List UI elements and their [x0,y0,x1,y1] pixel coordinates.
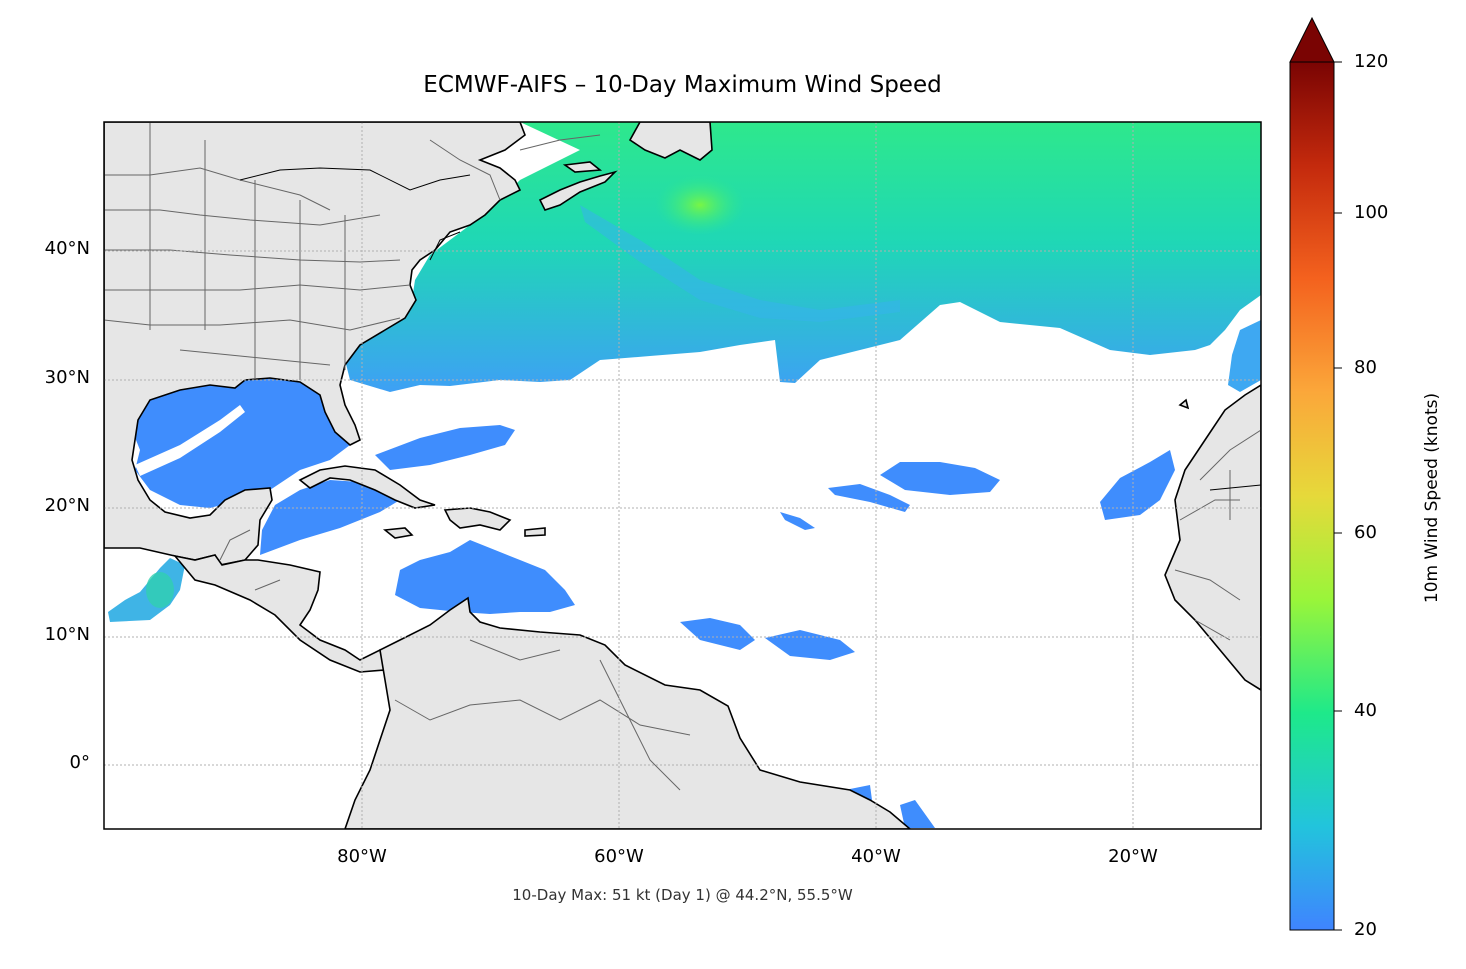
colorbar-label: 10m Wind Speed (knots) [1422,392,1442,604]
newfoundland [628,122,713,161]
gridlines [104,122,1261,829]
lat-label-30n: 30°N [44,367,90,388]
africa [1164,384,1261,691]
max-wind-spot [655,175,745,235]
colorbar-tick-100: 100 [1354,202,1389,223]
lat-label-0: 0° [69,752,90,773]
map-area [104,122,1261,829]
wind-field-patch-7 [845,785,935,828]
wind-field-gulf [132,378,350,508]
colorbar-tick-120: 120 [1354,51,1389,72]
nova-scotia [538,170,618,211]
wind-field-patch-2 [828,484,910,512]
north-america [104,122,526,566]
colorbar-tick-marks [1334,61,1342,931]
state-borders [104,122,1261,791]
lat-label-40n: 40°N [44,238,90,259]
lon-label-80w: 80°W [337,846,387,867]
hispaniola [443,507,512,531]
lon-label-60w: 60°W [594,846,644,867]
south-america [344,596,912,829]
cuba [298,465,436,509]
colorbar-tick-60: 60 [1354,522,1377,543]
max-wind-footnote: 10-Day Max: 51 kt (Day 1) @ 44.2°N, 55.5… [512,886,853,904]
colorbar-tick-80: 80 [1354,357,1377,378]
pei [562,161,603,173]
country-borders [239,167,1261,491]
wind-field-caribbean-west [260,480,400,555]
puerto-rico [524,527,546,537]
colorbar-extend-arrow [1289,16,1335,63]
wind-field-patch-1 [880,462,1000,495]
wind-field-gulf-hole [135,405,245,476]
map-title: ECMWF-AIFS – 10-Day Maximum Wind Speed [423,72,942,98]
wind-field-patch-4 [680,618,755,650]
colorbar-tick-40: 40 [1354,700,1377,721]
land [104,122,1261,829]
wind-field-east [1228,320,1261,392]
wind-field-caribbean [395,540,575,614]
wind-field-patch-5 [765,630,855,660]
map-frame [103,121,1262,830]
wind-field-bahamas [375,425,515,470]
canary-islands [1178,398,1190,410]
lat-label-20n: 20°N [44,495,90,516]
lon-label-40w: 40°W [851,846,901,867]
central-america [172,554,387,673]
wind-field-patch-6 [780,512,815,530]
wind-field-patch-3 [1100,450,1175,520]
colorbar-bar [1289,61,1335,931]
wind-field-gulfstream [580,205,900,322]
jamaica [382,527,414,539]
lon-label-20w: 20°W [1108,846,1158,867]
colorbar-tick-20: 20 [1354,919,1377,940]
lat-label-10n: 10°N [44,624,90,645]
